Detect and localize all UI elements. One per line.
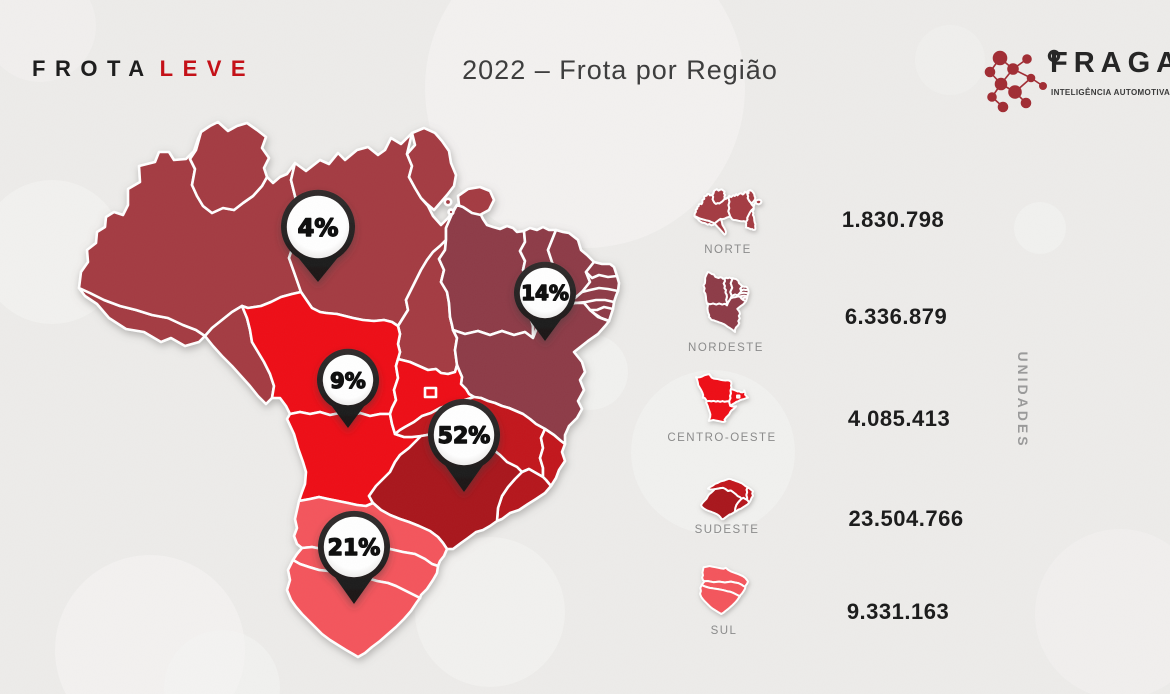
brand-primary: FROTA <box>32 56 154 81</box>
legend-value-centro-oeste: 4.085.413 <box>847 406 951 431</box>
logo-name: FRAGA <box>1050 47 1170 79</box>
legend-label-nordeste: NORDESTE <box>688 342 764 354</box>
legend-label-sul: SUL <box>710 625 738 637</box>
legend-value-sudeste: 23.504.766 <box>848 506 964 531</box>
legend-label-centro-oeste: CENTRO-OESTE <box>667 432 777 444</box>
page-title: 2022 – Frota por Região <box>462 55 778 85</box>
legend-value-sul: 9.331.163 <box>846 599 950 624</box>
units-axis-label: UNIDADES <box>1015 351 1031 449</box>
brand-accent: LEVE <box>159 56 256 81</box>
legend-value-nordeste: 6.336.879 <box>844 304 948 329</box>
logo-tagline: INTELIGÊNCIA AUTOMOTIVA <box>1051 88 1170 97</box>
legend-label-norte: NORTE <box>704 244 752 256</box>
legend-value-norte: 1.830.798 <box>841 207 945 232</box>
legend-label-sudeste: SUDESTE <box>694 524 760 536</box>
brand-title: FROTA LEVE <box>32 56 255 82</box>
